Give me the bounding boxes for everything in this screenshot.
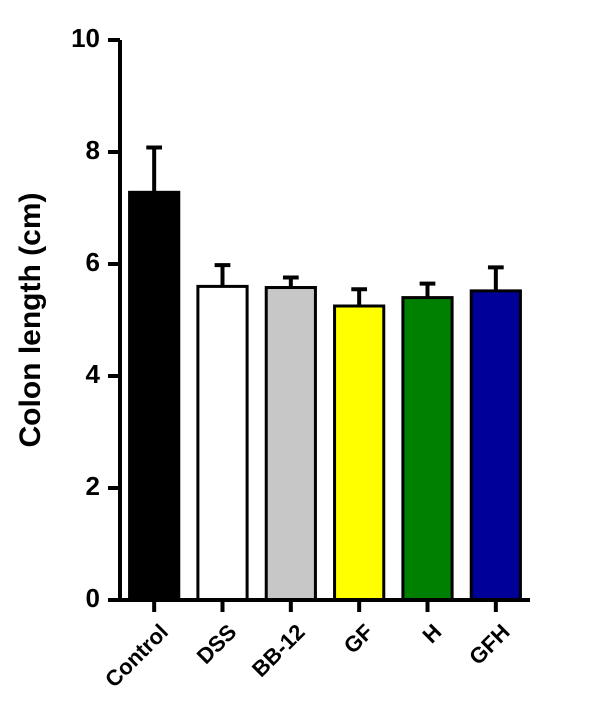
y-tick-label: 2 [86,471,100,501]
y-tick-label: 10 [71,23,100,53]
bar-gfh [471,291,520,600]
y-tick-label: 6 [86,247,100,277]
y-axis-label: Colon length (cm) [14,193,47,448]
bar-gf [335,306,384,600]
bar-h [403,298,452,600]
bar-bb-12 [266,288,315,600]
y-tick-label: 0 [86,583,100,613]
bar-control [130,192,179,600]
y-tick-label: 8 [86,135,100,165]
bar-dss [198,286,247,600]
y-tick-label: 4 [86,359,101,389]
